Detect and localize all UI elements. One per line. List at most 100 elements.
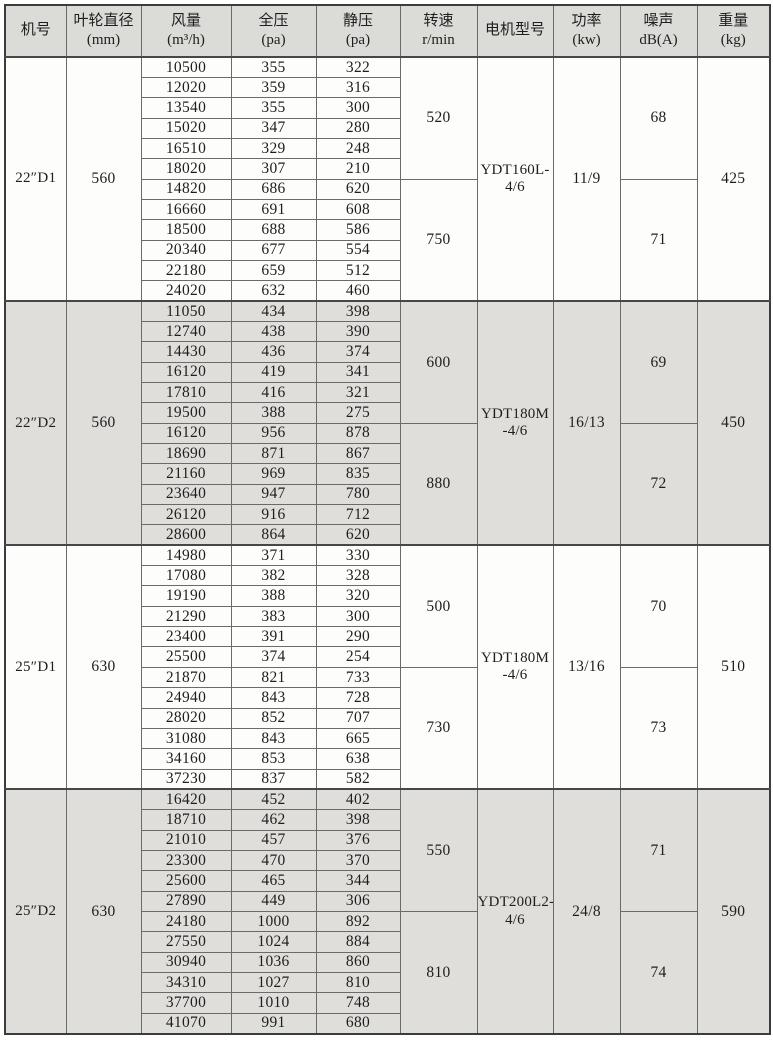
static-pressure-cell: 884: [315, 931, 401, 953]
total-pressure-cell: 659: [230, 259, 317, 282]
power-cell: 16/13: [552, 300, 621, 546]
speed-cell: 750: [399, 178, 478, 302]
airflow-cell: 18710: [140, 809, 232, 831]
total-pressure-cell: 457: [230, 829, 317, 851]
airflow-cell: 18690: [140, 443, 232, 465]
total-pressure-cell: 837: [230, 768, 317, 790]
total-pressure-cell: 1010: [230, 992, 317, 1014]
speed-cell: 550: [399, 788, 478, 912]
col-header-speed: 转速 r/min: [399, 4, 478, 58]
table-header-row: 机号 叶轮直径 (mm) 风量 (m³/h) 全压 (pa) 静压 (pa) 转速 r/m…: [4, 4, 771, 58]
total-pressure-cell: 355: [230, 55, 317, 78]
total-pressure-cell: 691: [230, 198, 317, 221]
table-row: 22″D1 560 10500 355 322 520 YDT160L- 4/6 11/9 68…: [4, 55, 771, 302]
airflow-cell: 13540: [140, 97, 232, 119]
static-pressure-cell: 344: [315, 870, 401, 892]
total-pressure-cell: 632: [230, 280, 317, 302]
speed-cell: 600: [399, 300, 478, 424]
table-row: 25″D1 630 14980 371 330 500 YDT180M -4/6 13/16 7…: [4, 544, 771, 790]
weight-cell: 590: [696, 788, 771, 1035]
airflow-cell: 19190: [140, 585, 232, 607]
static-pressure-cell: 376: [315, 829, 401, 851]
table-row: 27890 449 306: [5, 890, 770, 912]
noise-cell: 68: [619, 55, 698, 180]
static-pressure-cell: 280: [315, 117, 401, 139]
airflow-cell: 21160: [140, 463, 232, 485]
static-pressure-cell: 680: [315, 1012, 401, 1035]
airflow-cell: 24180: [140, 910, 232, 933]
static-pressure-cell: 321: [315, 381, 401, 404]
table-body: 22″D1 560 10500 355 322 520 YDT160L- 4/6 11/9 68…: [4, 55, 771, 1035]
static-pressure-cell: 398: [315, 300, 401, 322]
col-header-machine-no: 机号: [4, 4, 67, 58]
total-pressure-cell: 853: [230, 748, 317, 770]
table-row: 25600 465 344: [5, 870, 770, 892]
weight-cell: 510: [696, 544, 771, 790]
static-pressure-cell: 748: [315, 992, 401, 1014]
airflow-cell: 17810: [140, 381, 232, 404]
total-pressure-cell: 416: [230, 381, 317, 404]
noise-cell: 70: [619, 544, 698, 668]
airflow-cell: 19500: [140, 402, 232, 424]
static-pressure-cell: 320: [315, 585, 401, 607]
power-cell: 13/16: [552, 544, 621, 790]
total-pressure-cell: 452: [230, 788, 317, 811]
machine-no-cell: 25″D2: [4, 788, 67, 1035]
static-pressure-cell: 316: [315, 76, 401, 99]
total-pressure-cell: 391: [230, 626, 317, 648]
airflow-cell: 31080: [140, 727, 232, 750]
total-pressure-cell: 434: [230, 300, 317, 322]
static-pressure-cell: 341: [315, 361, 401, 384]
table-row: 27550 1024 884: [5, 931, 770, 953]
airflow-cell: 21010: [140, 829, 232, 851]
airflow-cell: 21870: [140, 666, 232, 689]
airflow-cell: 23640: [140, 483, 232, 506]
impeller-diameter-cell: 560: [65, 55, 142, 302]
static-pressure-cell: 582: [315, 768, 401, 790]
total-pressure-cell: 419: [230, 361, 317, 384]
impeller-diameter-cell: 560: [65, 300, 142, 546]
col-header-motor-model: 电机型号: [476, 4, 554, 58]
weight-cell: 450: [696, 300, 771, 546]
table-row: 16120 956 878 880 72: [5, 422, 770, 546]
total-pressure-cell: 371: [230, 544, 317, 567]
airflow-cell: 16660: [140, 198, 232, 221]
airflow-cell: 16120: [140, 422, 232, 445]
static-pressure-cell: 835: [315, 463, 401, 485]
total-pressure-cell: 388: [230, 402, 317, 424]
power-cell: 11/9: [552, 55, 621, 302]
table-row: 18020 307 210: [5, 158, 770, 180]
airflow-cell: 16420: [140, 788, 232, 811]
airflow-cell: 14820: [140, 178, 232, 200]
static-pressure-cell: 300: [315, 605, 401, 628]
total-pressure-cell: 1036: [230, 951, 317, 973]
speed-cell: 730: [399, 666, 478, 790]
airflow-cell: 26120: [140, 504, 232, 526]
airflow-cell: 16120: [140, 361, 232, 384]
table-row: 23300 470 370: [5, 849, 770, 872]
table-row: 37700 1010 748: [5, 992, 770, 1014]
static-pressure-cell: 300: [315, 97, 401, 119]
airflow-cell: 15020: [140, 117, 232, 139]
table-row: 28020 852 707: [5, 707, 770, 729]
static-pressure-cell: 878: [315, 422, 401, 445]
table-row: 13540 355 300: [5, 97, 770, 119]
total-pressure-cell: 843: [230, 727, 317, 750]
airflow-cell: 24020: [140, 280, 232, 302]
total-pressure-cell: 1024: [230, 931, 317, 953]
table-row: 22180 659 512: [5, 259, 770, 282]
static-pressure-cell: 460: [315, 280, 401, 302]
airflow-cell: 37700: [140, 992, 232, 1014]
static-pressure-cell: 275: [315, 402, 401, 424]
static-pressure-cell: 248: [315, 137, 401, 160]
airflow-cell: 28600: [140, 524, 232, 546]
airflow-cell: 14980: [140, 544, 232, 567]
total-pressure-cell: 462: [230, 809, 317, 831]
airflow-cell: 20340: [140, 239, 232, 261]
motor-model-cell: YDT180M -4/6: [476, 544, 554, 790]
table-row: 16120 419 341: [5, 361, 770, 384]
static-pressure-cell: 867: [315, 443, 401, 465]
speed-cell: 520: [399, 55, 478, 180]
total-pressure-cell: 374: [230, 646, 317, 668]
machine-no-cell: 22″D1: [4, 55, 67, 302]
